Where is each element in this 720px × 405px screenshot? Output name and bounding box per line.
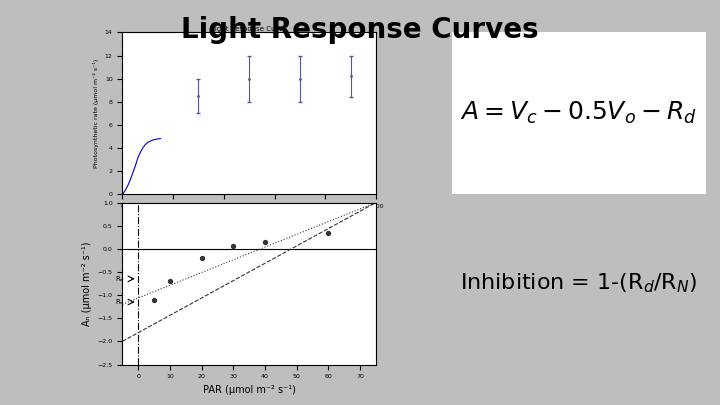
- Text: Light Response Curves: Light Response Curves: [181, 16, 539, 44]
- Text: Rₐ: Rₐ: [116, 276, 123, 282]
- Point: [323, 229, 334, 236]
- Point: [196, 255, 207, 261]
- Text: Rₙ: Rₙ: [116, 299, 123, 305]
- Point: [148, 296, 160, 303]
- X-axis label: PAR (μmol m⁻² s⁻¹): PAR (μmol m⁻² s⁻¹): [203, 385, 296, 395]
- Y-axis label: Aₙ (μmol m⁻² s⁻¹): Aₙ (μmol m⁻² s⁻¹): [82, 241, 92, 326]
- Text: $A = V_c - 0.5V_o - R_d$: $A = V_c - 0.5V_o - R_d$: [461, 100, 697, 126]
- Title: Light Response Curve: Light Response Curve: [211, 26, 287, 32]
- Point: [164, 278, 176, 284]
- Point: [259, 239, 271, 245]
- Y-axis label: Photosynthetic rate (μmol m⁻² s⁻¹): Photosynthetic rate (μmol m⁻² s⁻¹): [94, 59, 99, 168]
- Point: [228, 243, 239, 250]
- Text: Inhibition = 1-(R$_d$/R$_N$): Inhibition = 1-(R$_d$/R$_N$): [460, 272, 698, 295]
